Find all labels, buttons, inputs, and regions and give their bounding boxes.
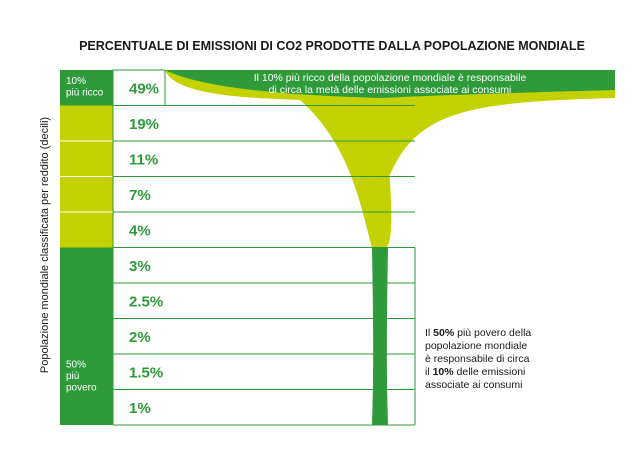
decile-band-8 [60,318,113,354]
decile-band-9 [60,354,113,390]
top-annotation: Il 10% più ricco della popolazione mondi… [254,72,527,96]
decile-band-6 [60,247,113,283]
group-labels: 10% più ricco 50% più povero [66,76,104,394]
decile-band-2 [60,105,113,141]
decile-value-10: 1% [129,400,151,417]
decile-band-4 [60,176,113,212]
group-label-2: 50% più povero [66,360,97,394]
funnel-top-band [165,70,615,98]
decile-value-2: 19% [129,116,159,133]
decile-band-10 [60,389,113,425]
decile-value-8: 2% [129,329,151,346]
funnel-lower [372,247,388,425]
decile-side-bands [60,70,113,425]
decile-value-5: 4% [129,222,151,239]
decile-value-7: 2.5% [129,293,163,310]
decile-rows: 49% 19% 11% 7% 4% 3% 2.5% 2% 1.5% 1% [112,69,416,426]
emission-funnel [165,70,615,425]
decile-band-1 [60,70,113,106]
decile-value-9: 1.5% [129,364,163,381]
group-label-1: 10% più ricco [66,76,104,99]
decile-value-4: 7% [129,187,151,204]
decile-band-5 [60,212,113,248]
bottom-annotation: Il 50% più povero della popolazione mondi… [425,327,531,391]
y-axis-label: Popolazione mondiale classificata per re… [39,117,51,373]
decile-band-7 [60,283,113,319]
decile-band-3 [60,141,113,177]
decile-value-1: 49% [129,80,159,97]
decile-value-6: 3% [129,258,151,275]
chart-title: PERCENTUALE DI EMISSIONI DI CO2 PRODOTTE… [79,39,585,53]
funnel-upper [165,70,615,248]
decile-value-3: 11% [129,151,158,168]
